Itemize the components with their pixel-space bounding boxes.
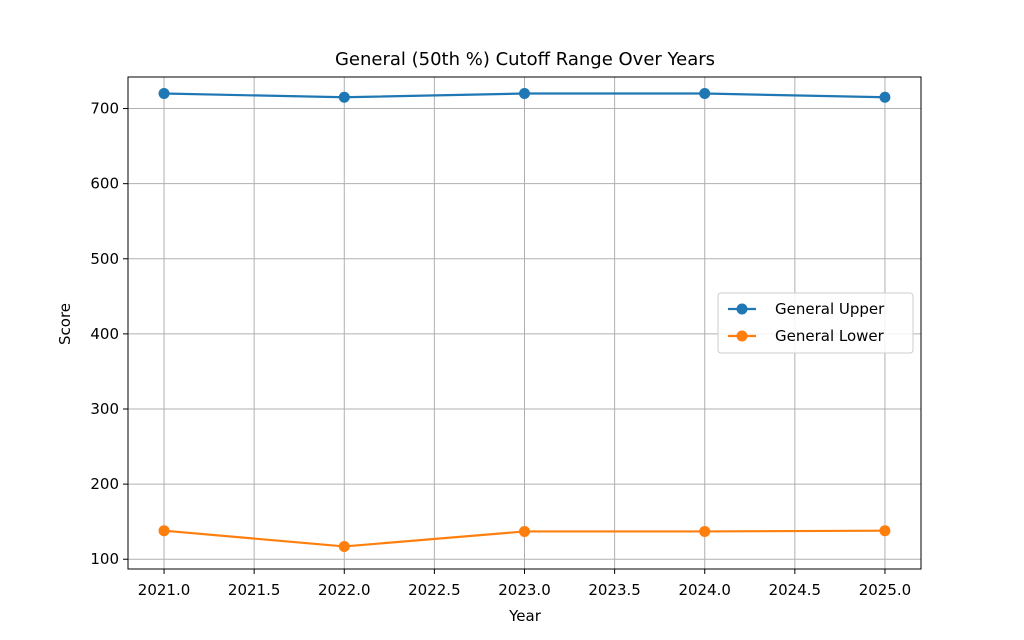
general-upper-point [879, 91, 891, 103]
x-axis-label: Year [508, 607, 542, 625]
axis-ticks: 2021.0 2021.5 2022.0 2022.5 2023.0 2023.5 2024… [90, 100, 911, 599]
x-tick-label: 2024.0 [678, 581, 731, 599]
y-tick-label: 100 [90, 550, 119, 568]
x-tick-label: 2022.0 [318, 581, 371, 599]
general-upper-point [158, 88, 170, 100]
legend-general-lower-label: General Lower [775, 327, 885, 345]
y-tick-label: 500 [90, 250, 119, 268]
x-tick-label: 2025.0 [859, 581, 912, 599]
data-series [158, 88, 891, 552]
general-lower-point [699, 525, 711, 537]
y-tick-label: 700 [90, 100, 119, 118]
x-tick-label: 2023.0 [498, 581, 551, 599]
general-lower-point [879, 525, 891, 537]
legend-general-upper-label: General Upper [775, 300, 885, 318]
general-upper-point [338, 91, 350, 103]
y-tick-label: 400 [90, 325, 119, 343]
y-tick-label: 600 [90, 175, 119, 193]
general-upper-point [519, 88, 530, 100]
y-tick-label: 200 [90, 475, 119, 493]
legend: General Upper General Lower [717, 292, 914, 354]
chart-title: General (50th %) Cutoff Range Over Years [335, 49, 715, 70]
legend-general-lower-marker [736, 330, 748, 342]
x-tick-label: 2024.5 [769, 581, 822, 599]
general-upper-point [699, 88, 711, 100]
x-tick-label: 2023.5 [588, 581, 641, 599]
y-axis-label: Score [56, 303, 74, 345]
legend-general-upper-marker [736, 303, 748, 315]
x-tick-label: 2021.0 [138, 581, 191, 599]
general-lower-point [338, 540, 350, 552]
legend-box [717, 292, 914, 354]
y-tick-label: 300 [90, 400, 119, 418]
general-lower-point [158, 525, 170, 537]
x-tick-label: 2021.5 [228, 581, 281, 599]
x-tick-label: 2022.5 [408, 581, 461, 599]
general-lower-point [519, 525, 530, 537]
